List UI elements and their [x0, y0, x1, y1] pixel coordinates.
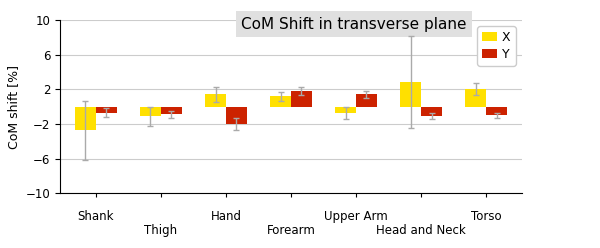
Text: Shank: Shank: [77, 210, 114, 223]
Legend: X, Y: X, Y: [477, 26, 516, 66]
Bar: [270, 96, 291, 107]
Bar: [96, 107, 116, 113]
Bar: [400, 82, 421, 107]
Text: Thigh: Thigh: [144, 224, 178, 237]
Text: Torso: Torso: [471, 210, 502, 223]
Bar: [466, 89, 486, 107]
Bar: [75, 107, 96, 130]
Bar: [226, 107, 247, 124]
Bar: [421, 107, 442, 116]
Bar: [140, 107, 161, 116]
Text: Upper Arm: Upper Arm: [324, 210, 388, 223]
Bar: [356, 94, 377, 107]
Bar: [335, 107, 356, 113]
Bar: [291, 91, 312, 107]
Y-axis label: CoM shift [%]: CoM shift [%]: [7, 65, 20, 149]
Text: Hand: Hand: [211, 210, 241, 223]
Text: CoM Shift in transverse plane: CoM Shift in transverse plane: [241, 17, 467, 32]
Text: Head and Neck: Head and Neck: [376, 224, 466, 237]
Bar: [486, 107, 507, 115]
Text: Forearm: Forearm: [266, 224, 316, 237]
Bar: [205, 94, 226, 107]
Bar: [161, 107, 182, 115]
